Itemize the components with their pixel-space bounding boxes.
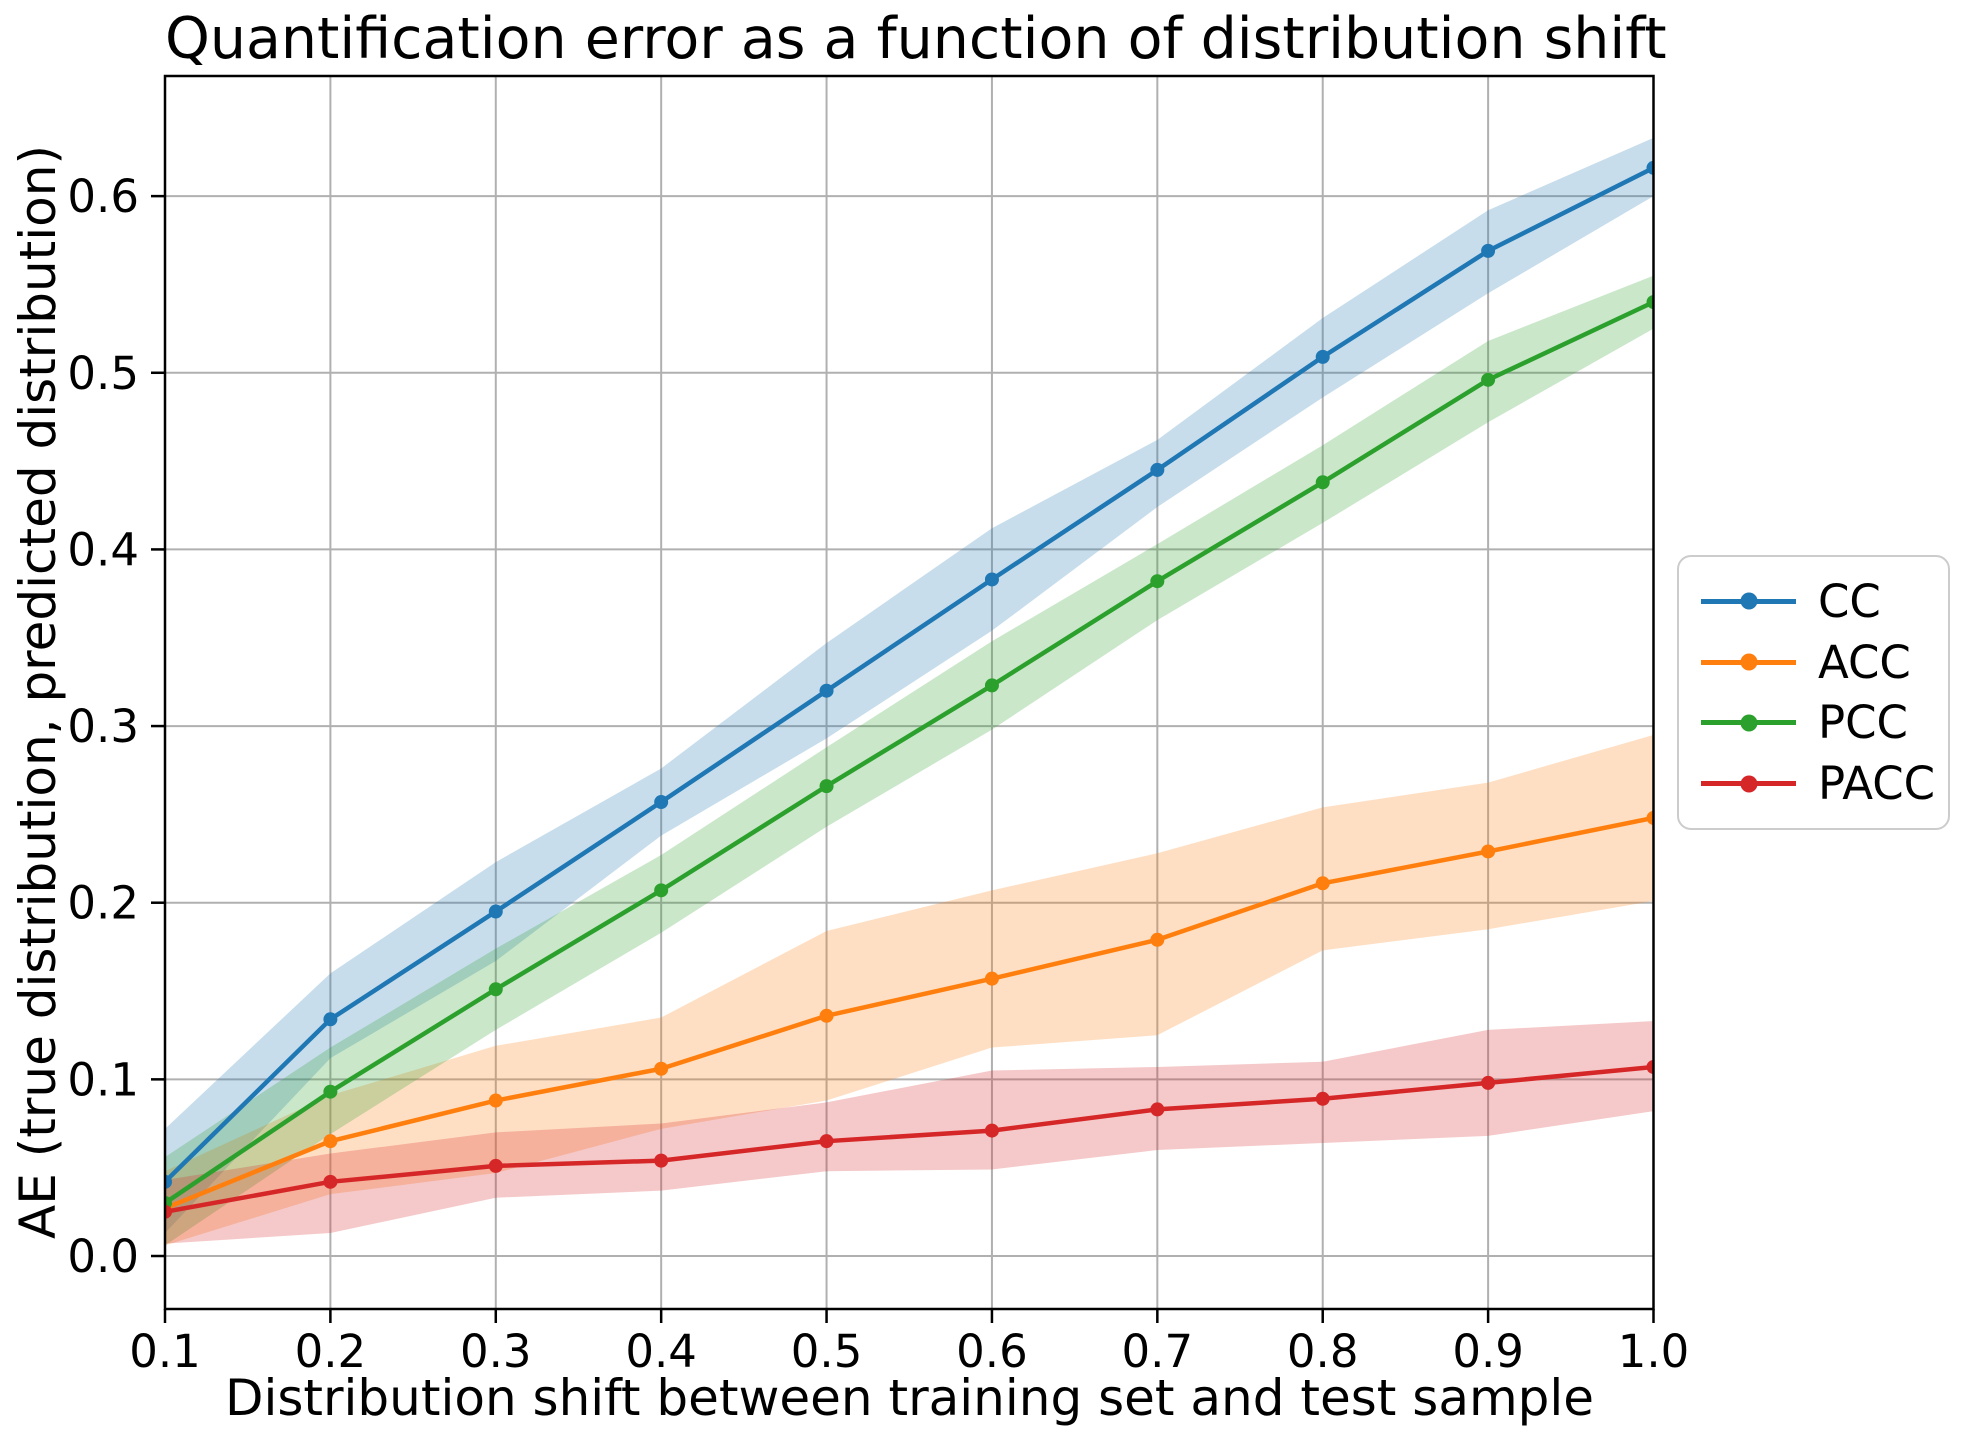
legend-label: CC [1818,574,1881,628]
tick-marks [151,194,1655,1323]
y-tick-label: 0.5 [67,347,139,400]
legend-label: PACC [1818,757,1936,811]
band-PACC [165,1021,1654,1244]
x-tick-label: 1.0 [1618,1325,1690,1378]
series-ACC [165,810,1654,1216]
y-tick-label: 0.0 [67,1230,139,1283]
legend-item-pacc: PACC [1701,761,1942,806]
y-tick-label: 0.3 [67,700,139,753]
x-tick-label: 0.5 [791,1325,863,1378]
legend-label: ACC [1818,635,1911,689]
x-tick-label: 0.4 [625,1325,697,1378]
legend-item-cc: CC [1701,579,1942,624]
y-tick-label: 0.2 [67,877,139,930]
band-PCC [165,275,1654,1246]
legend-label: PCC [1818,696,1908,750]
gridlines [164,76,1655,1309]
band-ACC [165,734,1654,1246]
plot-border [163,74,1655,1311]
x-tick-label: 0.2 [295,1325,367,1378]
x-tick-label: 0.9 [1452,1325,1524,1378]
series-PCC [165,295,1654,1211]
legend-line-sample-icon [1701,652,1796,672]
x-axis-label: Distribution shift between training set … [224,1369,1595,1427]
y-tick-label: 0.4 [67,523,139,576]
legend-item-acc: ACC [1701,640,1942,685]
legend: CC ACC PCC PACC [1677,555,1950,830]
legend-line-sample-icon [1701,713,1796,733]
x-tick-label: 0.8 [1287,1325,1359,1378]
band-CC [165,137,1654,1234]
legend-item-pcc: PCC [1701,700,1942,745]
y-tick-label: 0.6 [67,170,139,223]
legend-line-sample-icon [1701,774,1796,794]
series-PACC [165,1059,1654,1219]
chart-title: Quantification error as a function of di… [165,6,1667,72]
y-axis-label: AE (true distribution, predicted distrib… [9,145,67,1239]
x-tick-label: 0.6 [956,1325,1028,1378]
x-tick-label: 0.1 [129,1325,201,1378]
series-CC [165,160,1654,1189]
y-tick-label: 0.1 [67,1053,139,1106]
legend-line-sample-icon [1701,591,1796,611]
x-tick-label: 0.7 [1122,1325,1194,1378]
x-tick-label: 0.3 [460,1325,532,1378]
tick-labels: 0.1 0.2 0.3 0.4 0.5 0.6 0.7 0.8 0.9 1.0 0.0 0.1 0.2 0… [67,170,1689,1378]
